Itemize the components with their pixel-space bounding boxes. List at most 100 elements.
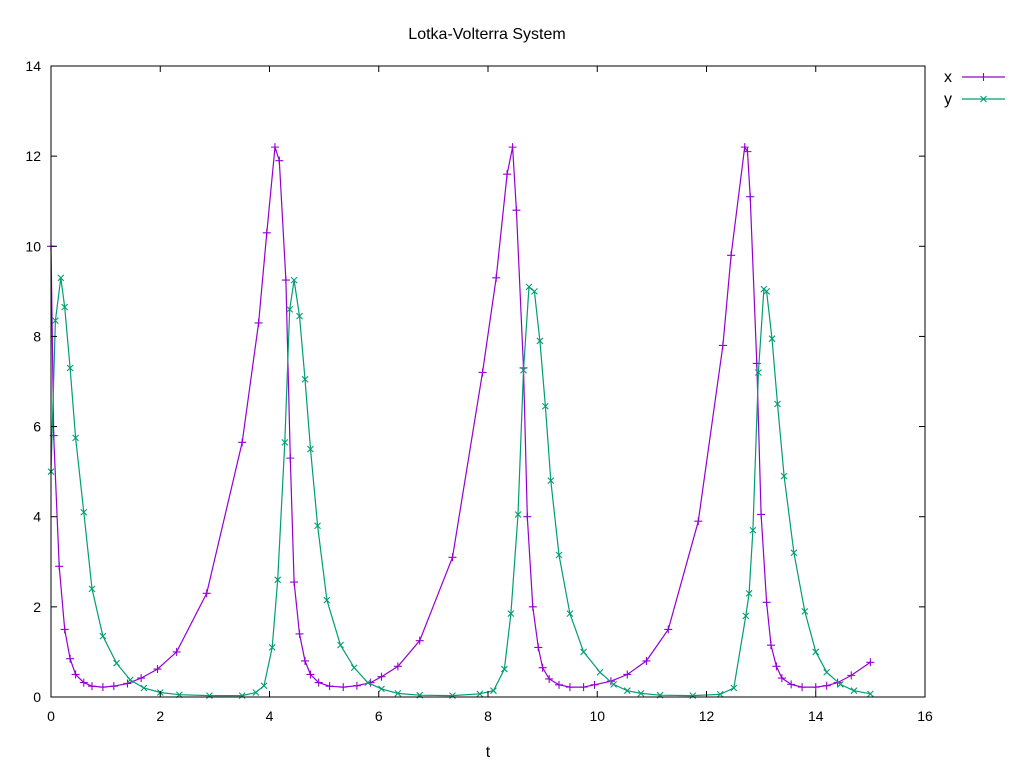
series-y-point xyxy=(301,375,309,383)
series-x-point xyxy=(98,683,107,692)
series-y-point xyxy=(836,680,844,688)
series-x-point xyxy=(766,641,775,650)
series-x-point xyxy=(123,679,132,688)
series-x-point xyxy=(787,680,796,689)
y-tick-label: 2 xyxy=(33,599,41,615)
series-y-point xyxy=(378,685,385,693)
series-x-point xyxy=(415,636,424,645)
y-tick-label: 6 xyxy=(33,419,41,435)
x-tick-label: 6 xyxy=(375,708,383,724)
plot-frame xyxy=(50,65,926,698)
series-y-point xyxy=(763,287,770,295)
series-y-point xyxy=(238,692,246,700)
series-x-point xyxy=(301,656,310,665)
series-y-line xyxy=(50,277,871,697)
x-tick-label: 0 xyxy=(47,708,55,724)
series-y-point xyxy=(364,679,372,686)
series-y-point xyxy=(500,665,508,673)
series-y-point xyxy=(566,610,574,618)
series-y-point xyxy=(866,690,874,698)
series-y-point xyxy=(126,676,134,684)
series-x-point xyxy=(137,674,146,683)
series-y-point xyxy=(314,522,321,530)
series-x-point xyxy=(79,678,88,687)
series-y-point xyxy=(596,668,604,676)
series-x-point xyxy=(262,228,271,237)
series-y-point xyxy=(490,687,497,695)
series-y-point xyxy=(745,589,753,597)
series-x-point xyxy=(727,251,736,260)
series-y-point xyxy=(80,508,88,516)
series-y-point xyxy=(637,690,645,697)
x-tick-label: 8 xyxy=(484,708,492,724)
series-y-point xyxy=(812,648,820,656)
series-x-point xyxy=(71,670,80,679)
series-x-point xyxy=(811,683,820,692)
y-tick-label: 14 xyxy=(25,58,41,74)
series-x-point xyxy=(238,438,247,447)
series-x-point xyxy=(492,273,501,282)
series-y-point xyxy=(749,526,757,534)
x-axis-label: t xyxy=(486,744,491,761)
legend-marker-y xyxy=(980,95,987,103)
series-y xyxy=(47,274,874,700)
x-tick-label: 10 xyxy=(589,708,605,724)
series-y-point xyxy=(555,551,563,559)
series-y-point xyxy=(113,659,120,667)
series-y-point xyxy=(774,400,781,408)
series-y-point xyxy=(823,668,831,676)
series-y-point xyxy=(252,689,260,696)
series-y-point xyxy=(755,369,762,376)
series-layer xyxy=(47,143,875,700)
series-x-point xyxy=(503,170,512,179)
series-y-point xyxy=(290,276,298,284)
series-x-point xyxy=(286,454,295,463)
series-y-point xyxy=(88,585,96,593)
series-x-point xyxy=(642,656,651,665)
series-y-point xyxy=(268,644,276,651)
series-y-point xyxy=(99,632,107,640)
series-y-point xyxy=(610,680,618,688)
series-x-point xyxy=(847,671,856,680)
series-x-point xyxy=(109,682,118,691)
series-x-point xyxy=(254,318,263,327)
series-x-point xyxy=(555,680,564,689)
series-y-point xyxy=(507,610,515,618)
series-y-point xyxy=(850,687,858,695)
series-y-point xyxy=(742,612,750,620)
series-x-point xyxy=(202,589,211,598)
series-x-point xyxy=(508,143,517,152)
series-y-point xyxy=(281,438,289,446)
series-y-point xyxy=(716,690,724,698)
series-y-point xyxy=(72,434,79,442)
series-x-point xyxy=(523,512,532,521)
series-x-point xyxy=(777,674,786,683)
series-x-point xyxy=(60,625,69,634)
series-y-point xyxy=(449,692,456,700)
series-x-point xyxy=(822,681,831,690)
series-x-point xyxy=(153,665,162,674)
series-x-point xyxy=(325,682,334,691)
y-tick-label: 12 xyxy=(25,148,41,164)
series-x-point xyxy=(172,647,181,656)
series-y-point xyxy=(140,684,148,692)
series-x-point xyxy=(545,674,554,683)
series-y-point xyxy=(286,305,294,313)
series-x-point xyxy=(718,341,727,350)
series-x-point xyxy=(377,672,386,681)
series-x-point xyxy=(275,156,284,165)
y-tick-label: 0 xyxy=(33,689,41,705)
series-x-point xyxy=(295,629,304,638)
series-y-point xyxy=(323,596,331,604)
series-x-point xyxy=(798,683,807,692)
series-y-point xyxy=(476,690,484,698)
series-x-point xyxy=(565,683,574,692)
series-x-point xyxy=(352,681,361,690)
series-x-point xyxy=(757,510,766,519)
series-x-point xyxy=(866,658,875,667)
x-tick-label: 4 xyxy=(266,708,274,724)
series-y-point xyxy=(531,287,538,295)
series-x-point xyxy=(528,602,537,611)
legend-label-y: y xyxy=(944,91,952,108)
